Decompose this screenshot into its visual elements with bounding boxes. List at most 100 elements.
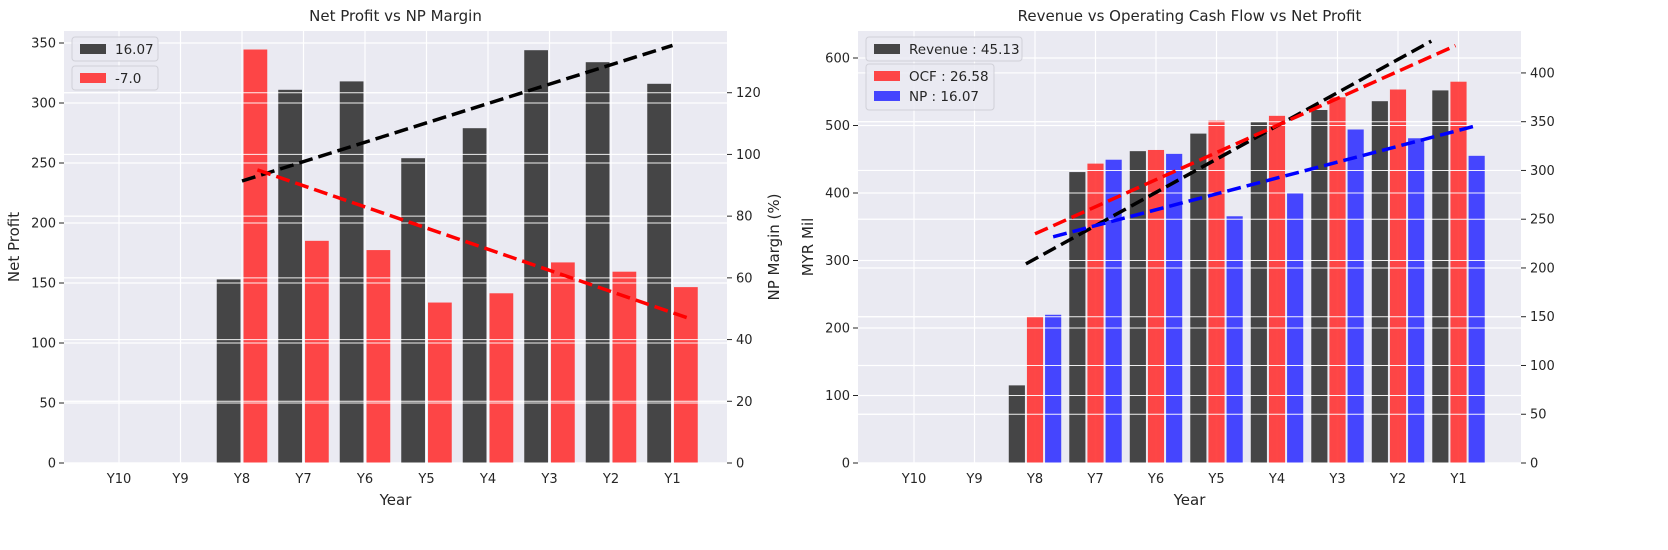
x-tick-label: Y1	[663, 472, 680, 487]
bar	[585, 62, 610, 463]
y-tick-label: 300	[31, 97, 56, 112]
legend-label: 16.07	[115, 42, 154, 58]
y2-tick-label: 350	[1530, 115, 1555, 130]
trendline	[1052, 123, 1478, 239]
chart-revenue-ocf-np: 0 100 200 300 400 500 600 0 50 100 150 200 250 300 350…	[799, 7, 1555, 509]
bar	[1069, 172, 1086, 463]
bar	[674, 287, 698, 463]
bar	[305, 240, 329, 463]
chart-net-profit-vs-np-margin: 0 50 100 150 200 250 300 350 0 20 40 60 80 100 120 Y10 Y…	[5, 7, 783, 509]
x-tick-label: Y1	[1449, 472, 1466, 487]
y2-tick-label: 60	[736, 271, 753, 286]
y-tick-label: 300	[825, 254, 850, 269]
bar	[462, 128, 487, 463]
y2-tick-label: 100	[1530, 359, 1555, 374]
bar	[366, 250, 391, 463]
bar	[1432, 90, 1449, 464]
trendline	[1034, 44, 1457, 236]
bar	[551, 262, 575, 463]
x-tick-label: Y9	[965, 472, 982, 487]
bar	[1166, 153, 1183, 463]
x-tick-label: Y7	[1086, 472, 1103, 487]
x-tick-label: Y7	[294, 472, 311, 487]
bar	[401, 158, 425, 463]
x-axis-label: Year	[1173, 491, 1207, 509]
bar	[1389, 89, 1407, 463]
y-tick-label: 100	[31, 337, 56, 352]
y-tick-label: 250	[31, 157, 56, 172]
y-tick-label: 200	[825, 322, 850, 337]
y-tick-label: 0	[48, 457, 56, 472]
bar	[1045, 314, 1062, 463]
legend-box	[71, 65, 159, 91]
y2-tick-label: 200	[1530, 261, 1555, 276]
trendline	[1025, 39, 1433, 266]
x-tick-label: Y2	[602, 472, 619, 487]
y-tick-label: 150	[31, 277, 56, 292]
y2-tick-label: 40	[736, 333, 753, 348]
y-axis-label: MYR Mil	[799, 218, 817, 277]
chart-title: Net Profit vs NP Margin	[309, 7, 482, 25]
bar	[524, 50, 548, 463]
chart-title: Revenue vs Operating Cash Flow vs Net Pr…	[1018, 7, 1362, 25]
legend-swatch	[80, 44, 106, 54]
y2-tick-label: 50	[1530, 408, 1547, 423]
trendline	[256, 168, 689, 320]
y-tick-label: 400	[825, 187, 850, 202]
bar	[489, 293, 514, 463]
legend-label: OCF : 26.58	[909, 69, 989, 85]
legend-swatch	[874, 91, 900, 101]
y2-tick-label: 300	[1530, 164, 1555, 179]
bar	[1105, 159, 1122, 463]
x-tick-label: Y3	[1328, 472, 1345, 487]
y-tick-label: 100	[825, 389, 850, 404]
bar	[1008, 385, 1025, 463]
bar	[1371, 101, 1388, 463]
y-tick-label: 600	[825, 52, 850, 67]
y2-tick-label: 250	[1530, 213, 1555, 228]
y-tick-label: 50	[39, 397, 56, 412]
bar	[1026, 316, 1044, 463]
legend-swatch	[874, 44, 900, 54]
y2-axis-label: NP Margin (%)	[765, 194, 783, 301]
x-tick-label: Y4	[479, 472, 496, 487]
bar	[1468, 155, 1485, 464]
bar	[1347, 129, 1364, 463]
y2-tick-label: 0	[1530, 457, 1538, 472]
bar	[339, 81, 364, 464]
x-tick-label: Y10	[106, 472, 131, 487]
x-tick-label: Y8	[233, 472, 250, 487]
bar	[1147, 149, 1165, 464]
x-tick-label: Y8	[1026, 472, 1043, 487]
x-tick-label: Y6	[1147, 472, 1164, 487]
y2-tick-label: 20	[736, 395, 753, 410]
y-tick-label: 500	[825, 119, 850, 134]
trendline	[241, 43, 674, 183]
x-tick-label: Y5	[417, 472, 434, 487]
x-tick-label: Y3	[540, 472, 557, 487]
x-tick-label: Y4	[1268, 472, 1285, 487]
legend-swatch	[874, 71, 900, 81]
x-tick-label: Y6	[356, 472, 373, 487]
legend-box	[71, 36, 159, 62]
bar	[1329, 97, 1346, 463]
y-tick-label: 200	[31, 217, 56, 232]
bar	[278, 89, 302, 464]
y-tick-label: 350	[31, 37, 56, 52]
bar	[647, 83, 671, 464]
legend-label: Revenue : 45.13	[909, 42, 1020, 58]
bar	[243, 49, 268, 464]
y2-tick-label: 80	[736, 210, 753, 225]
bar	[1268, 115, 1286, 464]
bar	[1087, 163, 1104, 463]
bar	[1226, 216, 1243, 463]
bar	[1450, 81, 1467, 463]
x-tick-label: Y9	[171, 472, 188, 487]
legend-box	[865, 36, 1023, 62]
x-tick-label: Y5	[1207, 472, 1224, 487]
y2-tick-label: 120	[736, 86, 761, 101]
y2-tick-label: 0	[736, 457, 744, 472]
x-tick-label: Y10	[901, 472, 926, 487]
bar	[1250, 122, 1267, 463]
